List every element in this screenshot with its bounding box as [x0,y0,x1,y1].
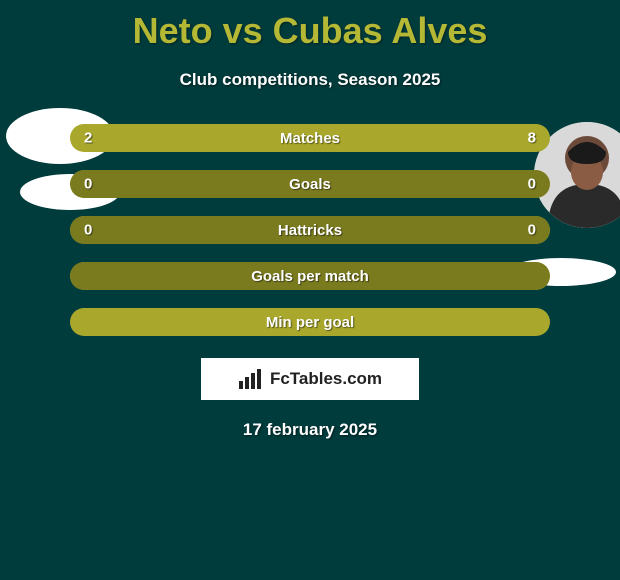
brand-label: FcTables.com [270,369,382,389]
stat-label: Matches [280,130,340,147]
stat-fill-right [310,170,550,198]
page-subtitle: Club competitions, Season 2025 [0,70,620,90]
stat-row-min-per-goal: Min per goal [70,308,550,336]
brand-box[interactable]: FcTables.com [201,358,419,400]
stat-value-right: 0 [528,176,536,193]
stat-fill-left [70,216,310,244]
stat-row-goals-per-match: Goals per match [70,262,550,290]
stat-label: Goals [289,176,331,193]
stat-label: Goals per match [251,268,369,285]
date-label: 17 february 2025 [0,420,620,440]
stat-fill-right [310,216,550,244]
stat-fill-left [70,170,310,198]
stats-container: 2 Matches 8 0 Goals 0 0 Hattricks 0 Goal… [70,124,550,336]
stat-value-right: 0 [528,222,536,239]
stat-row-goals: 0 Goals 0 [70,170,550,198]
stat-value-left: 0 [84,176,92,193]
stat-label: Min per goal [266,314,354,331]
stat-value-right: 8 [528,130,536,147]
stat-value-left: 0 [84,222,92,239]
stat-row-matches: 2 Matches 8 [70,124,550,152]
stat-row-hattricks: 0 Hattricks 0 [70,216,550,244]
stat-value-left: 2 [84,130,92,147]
bars-icon [238,369,264,389]
page-title: Neto vs Cubas Alves [0,0,620,52]
stat-label: Hattricks [278,222,342,239]
